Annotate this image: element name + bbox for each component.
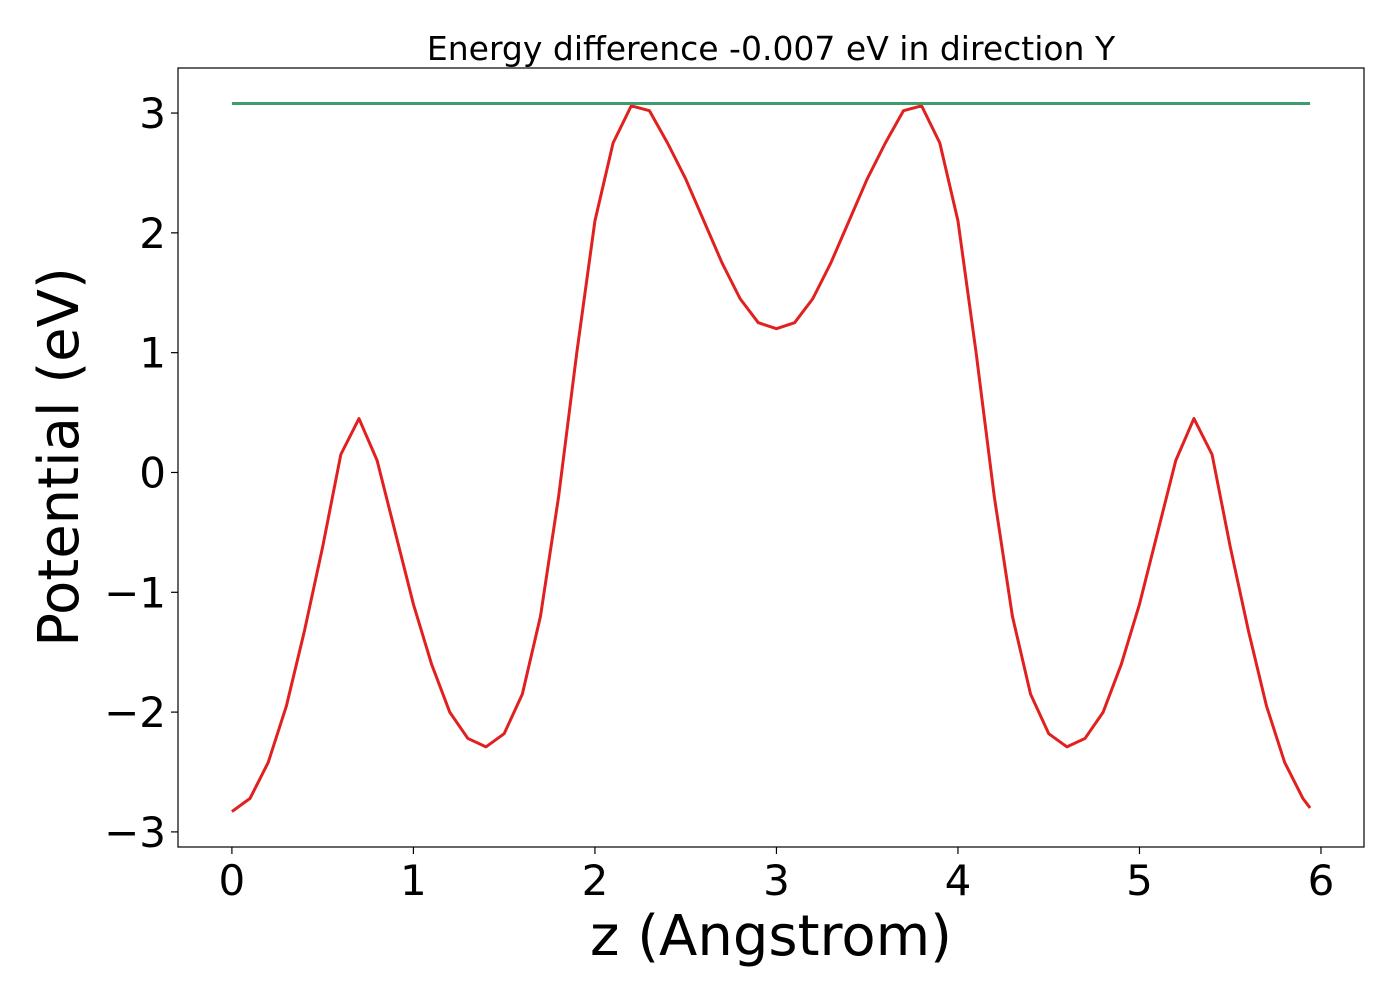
x-tick-label: 5 [1126, 856, 1153, 905]
y-tick-label: 0 [139, 448, 166, 497]
x-tick-label: 3 [763, 856, 790, 905]
y-tick-label: −3 [104, 808, 166, 857]
plot-frame [177, 67, 1365, 848]
y-tick-label: 2 [139, 209, 166, 258]
y-axis-label: Potential (eV) [27, 267, 92, 647]
x-tick-label: 6 [1308, 856, 1335, 905]
y-tick-label: 1 [139, 329, 166, 378]
chart-title: Energy difference -0.007 eV in direction… [427, 29, 1116, 68]
x-tick-label: 1 [400, 856, 427, 905]
data-line [231, 104, 1312, 813]
x-tick-label: 4 [945, 856, 972, 905]
y-tick-label: −2 [104, 688, 166, 737]
x-axis-label: z (Angstrom) [590, 904, 952, 969]
y-tick-label: −1 [104, 568, 166, 617]
y-tick-label: 3 [139, 89, 166, 138]
x-tick-label: 0 [219, 856, 246, 905]
x-tick-label: 2 [582, 856, 609, 905]
